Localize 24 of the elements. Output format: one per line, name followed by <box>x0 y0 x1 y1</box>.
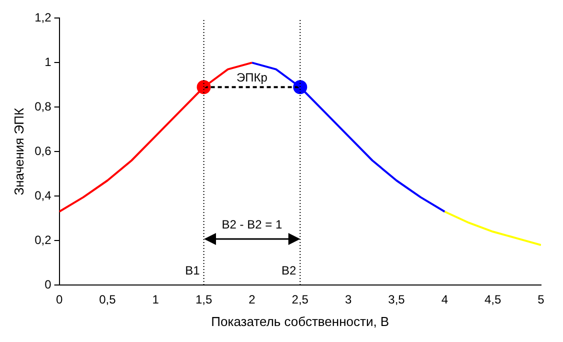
y-tick-label: 0 <box>44 277 52 292</box>
ref-line-label: В2 <box>281 263 296 278</box>
x-axis-title: Показатель собственности, В <box>211 314 390 329</box>
y-tick-label: 0,6 <box>34 144 52 158</box>
y-axis-title: Значения ЭПК <box>11 108 26 196</box>
ref-line-label: В1 <box>185 263 200 278</box>
y-tick-label: 0,8 <box>34 99 52 114</box>
y-tick-label: 1 <box>44 54 52 69</box>
x-tick-label: 0 <box>56 292 63 307</box>
x-tick-label: 3 <box>344 292 352 307</box>
x-tick-label: 4,5 <box>484 292 502 307</box>
y-tick-label: 0,2 <box>34 232 52 247</box>
x-tick-label: 1,5 <box>195 292 212 307</box>
x-tick-label: 0,5 <box>99 292 116 307</box>
x-tick-label: 4 <box>441 292 448 307</box>
x-tick-label: 3,5 <box>388 292 406 307</box>
x-tick-label: 2 <box>248 292 256 307</box>
y-tick-label: 0,4 <box>34 188 52 202</box>
annotation: В2 - В2 = 1 <box>222 218 282 232</box>
x-tick-label: 1 <box>152 292 160 307</box>
y-tick-label: 1,2 <box>34 10 52 25</box>
annotation: ЭПКр <box>236 70 268 84</box>
x-tick-label: 5 <box>538 292 545 307</box>
x-tick-label: 2,5 <box>292 292 309 307</box>
